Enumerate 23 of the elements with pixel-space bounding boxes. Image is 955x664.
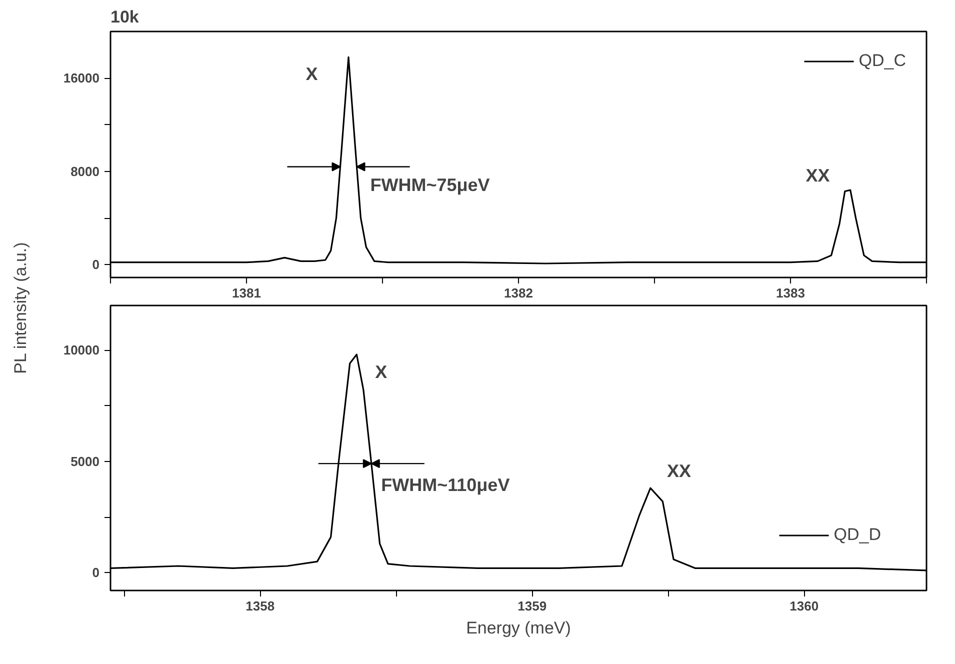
annotation: X [375, 362, 388, 382]
x-tick-label: 1360 [790, 598, 819, 614]
y-tick-label: 0 [92, 257, 100, 272]
x-tick-label: 1358 [246, 598, 275, 614]
x-tick-label: 1359 [518, 598, 547, 614]
y-axis-title: PL intensity (a.u.) [11, 242, 30, 374]
x-tick-label: 1381 [232, 286, 261, 300]
y-tick-label: 10000 [63, 342, 100, 358]
legend-label: QD_D [834, 525, 881, 545]
chart-title: 10k [110, 8, 140, 26]
y-tick-label: 16000 [63, 70, 100, 86]
legend-label: QD_C [858, 51, 906, 71]
annotation: X [306, 64, 318, 84]
annotation: XX [666, 460, 691, 481]
x-axis-title: Energy (meV) [466, 618, 571, 638]
x-tick-label: 1382 [504, 286, 533, 300]
y-tick-label: 0 [92, 565, 100, 580]
annotation: XX [806, 165, 830, 186]
annotation: FWHM~75μeV [370, 175, 490, 196]
x-tick-label: 1383 [776, 286, 805, 300]
y-tick-label: 8000 [70, 164, 100, 179]
y-tick-label: 5000 [70, 454, 100, 469]
annotation: FWHM~110μeV [381, 474, 510, 495]
